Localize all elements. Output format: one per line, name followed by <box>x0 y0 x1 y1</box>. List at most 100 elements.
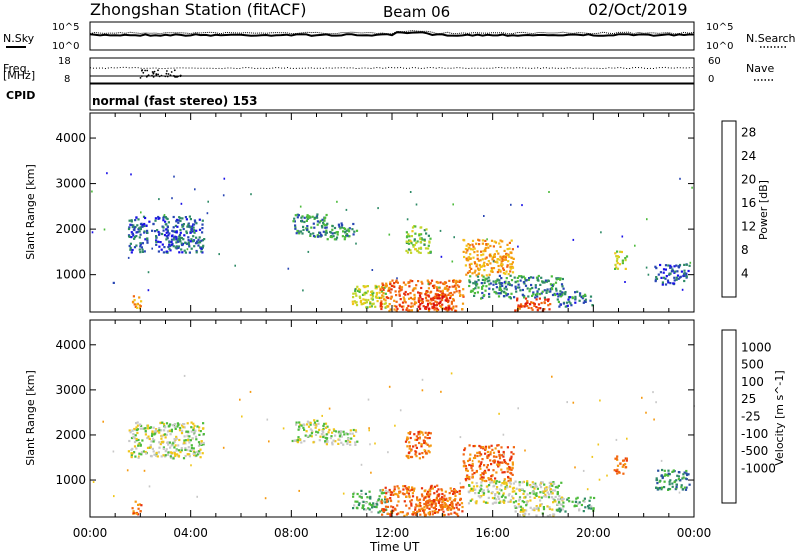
heatmap-cell <box>621 262 624 265</box>
heatmap-cell <box>392 506 395 509</box>
heatmap-cell <box>481 458 484 461</box>
heatmap-cell <box>539 491 542 494</box>
heatmap-cell <box>158 232 161 235</box>
heatmap-cell <box>501 461 504 464</box>
heatmap-cell <box>558 510 562 513</box>
heatmap-cell <box>200 247 203 250</box>
heatmap-cell <box>381 508 384 511</box>
heatmap-cell <box>428 283 431 286</box>
heatmap-cell <box>393 308 396 311</box>
heatmap-cell <box>348 230 351 233</box>
heatmap-cell <box>352 492 355 496</box>
heatmap-cell <box>466 271 470 274</box>
nave-dot <box>151 74 153 77</box>
heatmap-cell <box>339 227 342 230</box>
heatmap-cell <box>181 217 184 220</box>
heatmap-cell <box>479 464 482 467</box>
heatmap-cell <box>292 220 295 223</box>
heatmap-cell <box>522 305 525 308</box>
heatmap-cell <box>443 294 447 297</box>
heatmap-cell <box>433 485 436 488</box>
heatmap-cell <box>345 229 348 232</box>
heatmap-cell <box>187 225 190 228</box>
heatmap-cell <box>191 437 194 440</box>
heatmap-cell <box>385 492 388 495</box>
heatmap-cell <box>162 446 165 449</box>
heatmap-cell <box>539 503 542 506</box>
heatmap-cell <box>137 507 140 510</box>
heatmap-cell <box>536 293 539 296</box>
heatmap-cell <box>541 280 544 283</box>
heatmap-cell <box>382 295 385 298</box>
heatmap-cell <box>159 421 162 424</box>
heatmap-cell <box>476 250 479 253</box>
heatmap-cell <box>488 484 491 487</box>
heatmap-cell <box>491 258 494 261</box>
heatmap-cell <box>535 276 539 279</box>
heatmap-cell <box>498 279 501 282</box>
heatmap-cell <box>190 421 193 424</box>
heatmap-cell <box>449 296 452 300</box>
heatmap-cell <box>675 479 678 482</box>
heatmap-cell <box>133 445 137 448</box>
heatmap-cell <box>444 308 447 311</box>
heatmap-cell <box>668 473 671 476</box>
heatmap-cell <box>410 251 413 254</box>
heatmap-cell <box>441 298 444 302</box>
heatmap-cell <box>164 455 167 458</box>
heatmap-cell <box>432 302 435 305</box>
heatmap-cell <box>481 286 484 289</box>
heatmap-cell <box>355 287 358 291</box>
heatmap-cell <box>498 412 500 415</box>
heatmap-cell <box>458 503 461 506</box>
time-tick-label: 20:00 <box>576 526 611 540</box>
heatmap-cell <box>483 215 485 217</box>
heatmap-cell <box>514 492 518 495</box>
heatmap-cell <box>543 301 546 304</box>
heatmap-cell <box>518 497 521 500</box>
heatmap-cell <box>428 436 431 440</box>
heatmap-cell <box>440 508 443 511</box>
heatmap-cell <box>685 273 688 276</box>
heatmap-cell <box>321 218 324 221</box>
heatmap-cell <box>503 481 506 484</box>
heatmap-cell <box>185 430 188 433</box>
heatmap-cell <box>442 293 445 296</box>
heatmap-cell <box>425 232 428 235</box>
heatmap-cell <box>173 440 176 443</box>
heatmap-cell <box>451 260 454 263</box>
heatmap-cell <box>364 492 367 495</box>
heatmap-cell <box>673 282 676 285</box>
heatmap-cell <box>144 450 147 454</box>
heatmap-cell <box>175 435 178 438</box>
heatmap-cell <box>294 214 297 217</box>
heatmap-cell <box>385 282 388 285</box>
heatmap-cell <box>442 510 445 513</box>
heatmap-cell <box>480 265 483 268</box>
heatmap-cell <box>148 220 151 223</box>
heatmap-cell <box>517 245 519 248</box>
heatmap-cell <box>619 462 622 465</box>
heatmap-cell <box>685 478 688 481</box>
heatmap-cell <box>498 274 501 277</box>
heatmap-cell <box>364 508 367 511</box>
heatmap-cell <box>172 441 175 444</box>
heatmap-cell <box>162 251 165 254</box>
heatmap-cell <box>317 235 320 238</box>
nave-dot <box>155 73 158 75</box>
heatmap-cell <box>197 244 200 247</box>
heatmap-cell <box>370 297 373 300</box>
heatmap-cell <box>427 431 431 434</box>
heatmap-cell <box>442 282 445 285</box>
heatmap-cell <box>164 436 167 439</box>
heatmap-cell <box>682 488 685 491</box>
heatmap-cell <box>658 486 662 490</box>
heatmap-cell <box>526 301 529 304</box>
heatmap-cell <box>187 241 190 244</box>
heatmap-cell <box>146 436 149 440</box>
heatmap-cell <box>487 454 490 457</box>
heatmap-cell <box>421 238 424 241</box>
heatmap-cell <box>192 223 196 226</box>
heatmap-cell <box>688 483 691 486</box>
heatmap-cell <box>463 447 467 450</box>
